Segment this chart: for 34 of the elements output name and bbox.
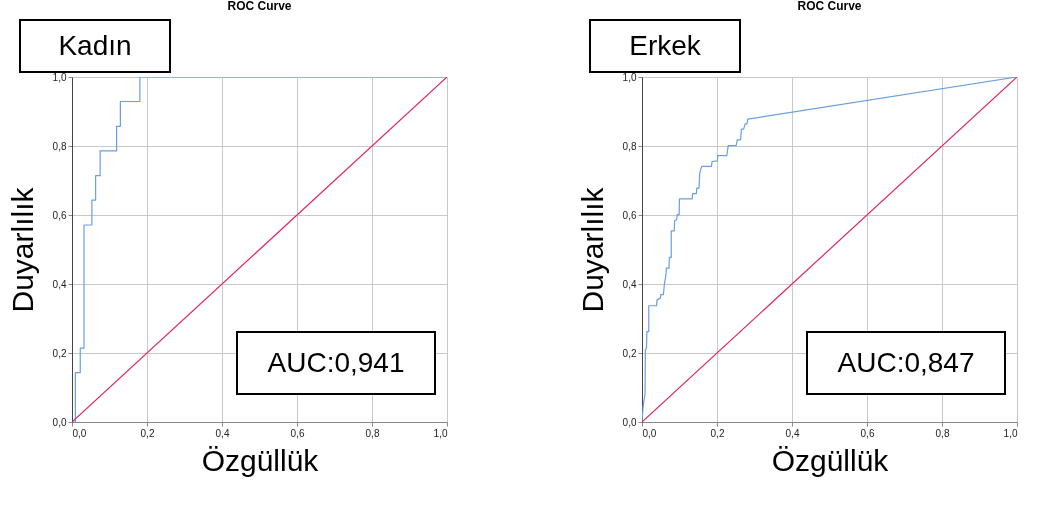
chart-title: ROC Curve: [227, 0, 292, 13]
y-tick-label: 0,6: [622, 209, 637, 221]
x-tick-label: 0,4: [215, 427, 230, 439]
x-tick-label: 0,6: [290, 427, 305, 439]
x-tick-label: 0,8: [935, 427, 950, 439]
y-axis-title: Duyarlılık: [5, 186, 39, 313]
text: Erkek: [629, 30, 702, 61]
text: Kadın: [58, 30, 132, 61]
y-tick-label: 0,6: [52, 209, 67, 221]
y-tick-label: 0,8: [52, 140, 67, 152]
x-tick-label: 0,0: [642, 427, 657, 439]
chart-title: ROC Curve: [797, 0, 862, 13]
x-axis-title: Özgüllük: [201, 443, 320, 477]
x-tick-label: 0,2: [710, 427, 725, 439]
y-tick-label: 1,0: [622, 71, 637, 83]
annotation: AUC:0,847: [837, 347, 975, 378]
y-axis-title: Duyarlılık: [575, 186, 609, 313]
y-tick-label: 0,4: [52, 278, 67, 290]
x-axis-title: Özgüllük: [771, 443, 890, 477]
x-tick-label: 0,0: [72, 427, 87, 439]
y-tick-label: 0,8: [622, 140, 637, 152]
y-tick-label: 0,0: [622, 416, 637, 428]
y-tick-label: 1,0: [52, 71, 67, 83]
x-tick-label: 0,2: [140, 427, 155, 439]
y-tick-label: 0,2: [622, 347, 637, 359]
x-tick-label: 0,4: [785, 427, 800, 439]
x-tick-label: 0,8: [365, 427, 380, 439]
x-tick-label: 1,0: [433, 427, 448, 439]
x-tick-label: 0,6: [860, 427, 875, 439]
annotation: AUC:0,941: [267, 347, 405, 378]
y-tick-label: 0,4: [622, 278, 637, 290]
y-tick-label: 0,2: [52, 347, 67, 359]
y-tick-label: 0,0: [52, 416, 67, 428]
x-tick-label: 1,0: [1003, 427, 1018, 439]
